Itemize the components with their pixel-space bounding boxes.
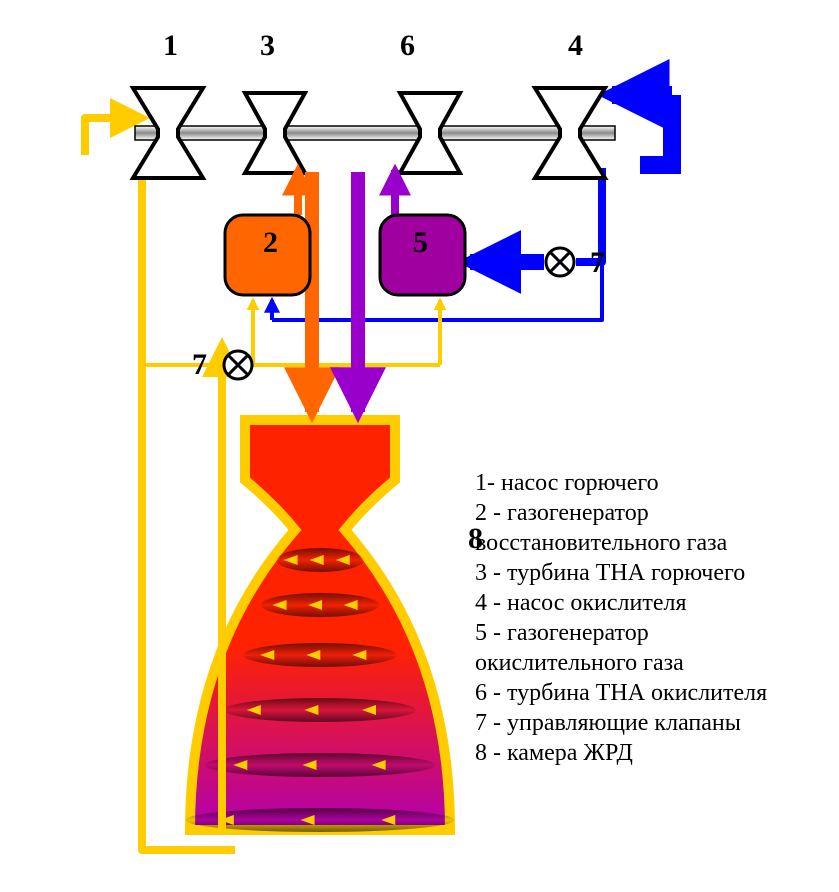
legend-line: 1- насос горючего xyxy=(475,470,659,496)
label-n6: 6 xyxy=(400,29,415,62)
legend-line: окислительного газа xyxy=(475,650,684,676)
label-n2: 2 xyxy=(263,226,278,259)
legend-line: 7 - управляющие клапаны xyxy=(475,710,741,736)
label-n7: 7 xyxy=(192,348,207,381)
shaft-assembly xyxy=(133,88,615,178)
label-n7: 7 xyxy=(590,246,605,279)
rocket-engine-schematic: 136425778 1- насос горючего2 - газогенер… xyxy=(0,0,839,892)
fuel-inlet-line xyxy=(85,118,142,155)
label-n3: 3 xyxy=(260,29,275,62)
legend-line: 3 - турбина ТНА горючего xyxy=(475,560,745,586)
label-n1: 1 xyxy=(163,29,178,62)
legend-line: восстановительного газа xyxy=(475,530,728,556)
drive-shaft xyxy=(135,126,615,140)
legend: 1- насос горючего 2 - газогенератор восста… xyxy=(475,470,767,766)
label-n5: 5 xyxy=(413,226,428,259)
legend-line: 5 - газогенератор xyxy=(475,620,649,646)
legend-line: 4 - насос окислителя xyxy=(475,590,687,616)
oxidizer-inlet-line-b xyxy=(640,95,672,165)
legend-line: 6 - турбина ТНА окислителя xyxy=(475,680,767,706)
label-n4: 4 xyxy=(568,29,583,62)
legend-line: 8 - камера ЖРД xyxy=(475,740,633,766)
legend-line: 2 - газогенератор xyxy=(475,500,649,526)
